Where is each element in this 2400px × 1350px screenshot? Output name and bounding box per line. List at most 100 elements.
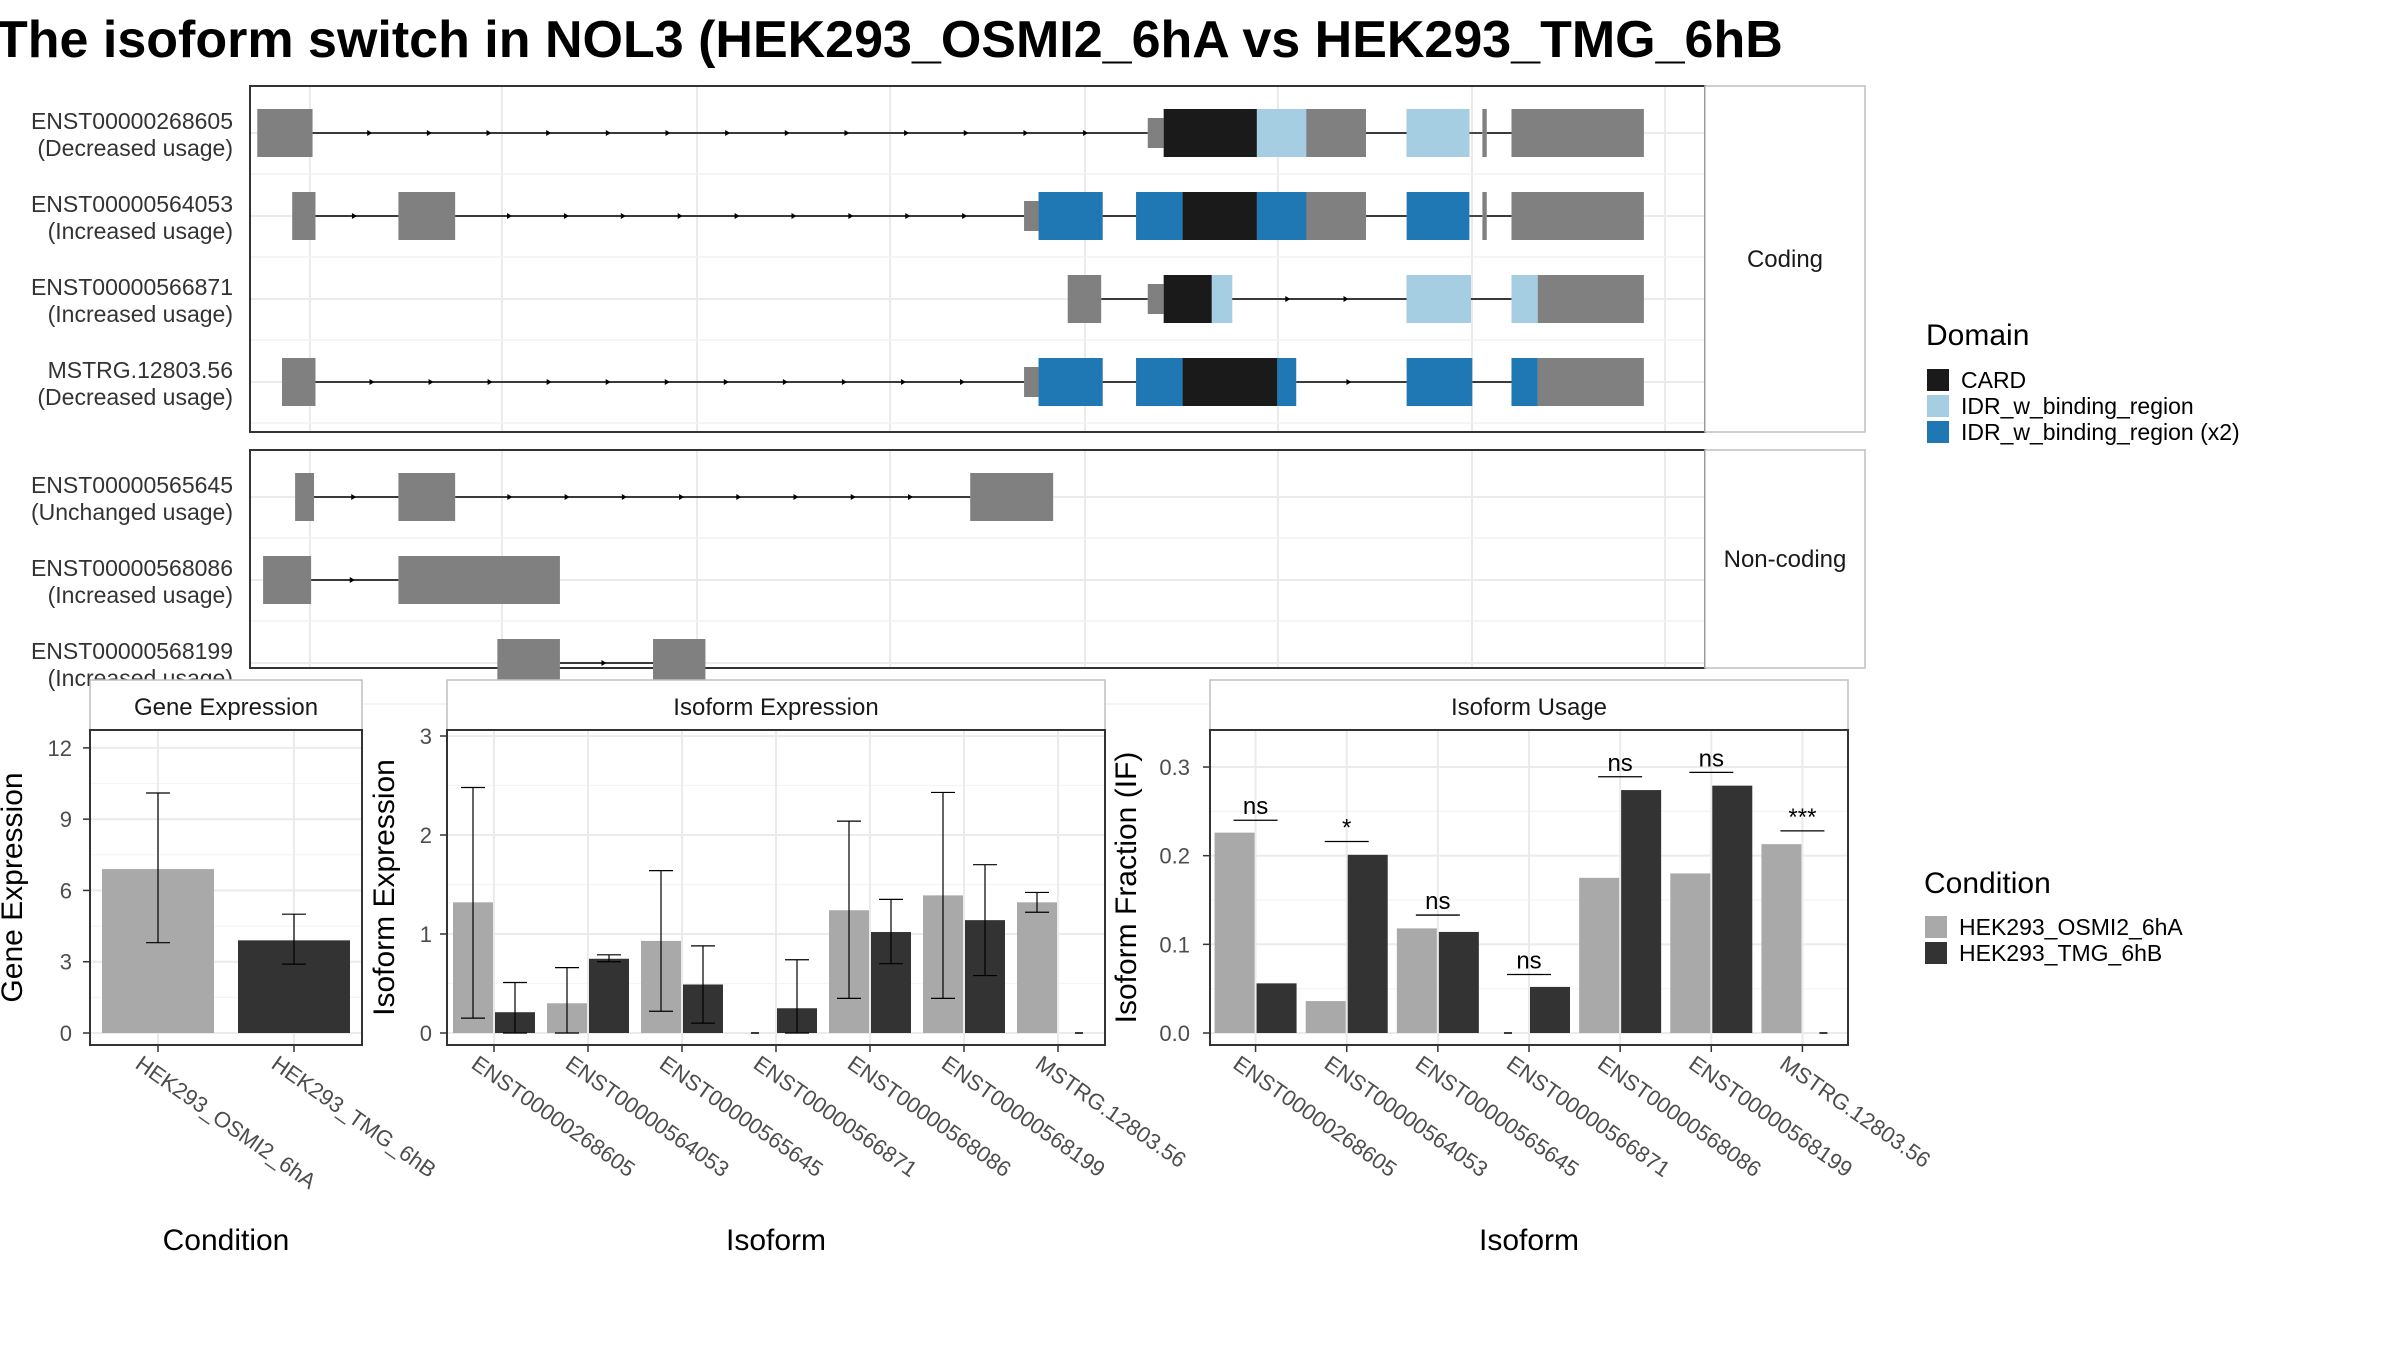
y-axis-title: Isoform Expression: [368, 759, 401, 1016]
exon: [257, 109, 313, 157]
x-tick-label-enst00000566871: ENST00000566871: [749, 1051, 922, 1182]
domain-idr-w-binding-region-x2: [1136, 358, 1183, 406]
y-tick-label: 3: [420, 724, 432, 749]
y-tick-label: 1: [420, 922, 432, 947]
domain-legend-key-card: [1927, 369, 1949, 391]
domain-idr-w-binding-region-x2: [1277, 358, 1297, 406]
domain-idr-w-binding-region: [1511, 275, 1538, 323]
exon: [1147, 118, 1164, 148]
bar-enst00000268605-hek293-tmg-6hb: [1256, 983, 1297, 1033]
condition-legend-key-hek293-tmg-6hb: [1925, 942, 1947, 964]
x-tick-label-enst00000268605: ENST00000268605: [1229, 1051, 1402, 1182]
intron-direction-arrow: [905, 213, 911, 219]
intron-direction-arrow: [725, 130, 731, 136]
condition-legend-key-hek293-osmi2-6ha: [1925, 916, 1947, 938]
y-tick-label: 6: [60, 878, 72, 903]
isoform-id-label: ENST00000564053: [31, 191, 233, 217]
isoform-row-mstrg-12803-56: MSTRG.12803.56(Decreased usage): [37, 357, 1644, 410]
intron-direction-arrow: [507, 494, 513, 500]
bar-enst00000568199-hek293-tmg-6hb: [1712, 785, 1753, 1033]
domain-legend-key-idr-w-binding-region-x2: [1927, 421, 1949, 443]
intron-direction-arrow: [793, 494, 799, 500]
isoform-status-label: (Decreased usage): [37, 384, 233, 410]
intron-direction-arrow: [734, 213, 740, 219]
domain-legend: Domain CARDIDR_w_binding_regionIDR_w_bind…: [1926, 319, 2240, 445]
intron-direction-arrow: [1343, 296, 1349, 302]
x-tick-label-enst00000565645: ENST00000565645: [655, 1051, 828, 1182]
bar-enst00000564053-hek293-tmg-6hb: [1347, 854, 1388, 1033]
intron-direction-arrow: [963, 130, 969, 136]
intron-direction-arrow: [664, 379, 670, 385]
intron-direction-arrow: [960, 379, 966, 385]
facet-label-non-coding: Non-coding: [1724, 546, 1847, 573]
isoform-id-label: MSTRG.12803.56: [48, 357, 233, 383]
domain-idr-w-binding-region-x2: [1038, 192, 1103, 240]
chart-isoform-usage: Isoform Usage ns * ns ns ns ns *** 0.0 0.1 0.2 0.3 E…: [1110, 679, 1935, 1257]
bar-enst00000564053-hek293-osmi2-6ha: [1305, 1001, 1346, 1033]
exon: [1482, 192, 1487, 240]
intron-direction-arrow: [791, 213, 797, 219]
significance-label: *: [1342, 815, 1351, 842]
significance-label: ns: [1607, 750, 1632, 777]
significance-label: ns: [1699, 745, 1724, 772]
isoform-id-label: ENST00000268605: [31, 108, 233, 134]
exon: [398, 556, 560, 604]
isoform-row-enst00000566871: ENST00000566871(Increased usage): [31, 274, 1644, 327]
domain-idr-w-binding-region-x2: [1136, 192, 1183, 240]
significance-label: ns: [1425, 888, 1450, 915]
exon: [1482, 109, 1487, 157]
intron-direction-arrow: [1023, 130, 1029, 136]
isoform-id-label: ENST00000568086: [31, 555, 233, 581]
exon: [1147, 284, 1164, 314]
y-tick-label: 0: [420, 1021, 432, 1046]
domain-idr-w-binding-region: [1406, 109, 1470, 157]
intron-direction-arrow: [907, 494, 913, 500]
isoform-status-label: (Decreased usage): [37, 135, 233, 161]
exon: [398, 192, 456, 240]
exon: [295, 473, 315, 521]
x-axis-title: Isoform: [1479, 1224, 1579, 1257]
chart-isoform-expression: Isoform Expression0123ENST00000268605ENS…: [368, 679, 1191, 1257]
intron-direction-arrow: [486, 130, 492, 136]
domain-legend-label-card: CARD: [1961, 367, 2026, 393]
x-tick-label-enst00000568086: ENST00000568086: [1593, 1051, 1766, 1182]
domain-idr-w-binding-region-x2: [1038, 358, 1103, 406]
intron-direction-arrow: [367, 130, 373, 136]
exon: [1067, 275, 1102, 323]
intron-direction-arrow: [605, 379, 611, 385]
condition-legend-label-hek293-tmg-6hb: HEK293_TMG_6hB: [1959, 940, 2162, 966]
intron-direction-arrow: [1285, 296, 1291, 302]
bar-enst00000568199-hek293-osmi2-6ha: [1670, 873, 1711, 1033]
intron-direction-arrow: [564, 494, 570, 500]
exon: [653, 639, 706, 687]
intron-direction-arrow: [736, 494, 742, 500]
domain-legend-key-idr-w-binding-region: [1927, 395, 1949, 417]
intron-direction-arrow: [784, 130, 790, 136]
isoform-id-label: ENST00000566871: [31, 274, 233, 300]
x-tick-label-enst00000568199: ENST00000568199: [937, 1051, 1110, 1182]
significance-label: ***: [1788, 804, 1816, 831]
exon: [1537, 275, 1644, 323]
domain-legend-title: Domain: [1926, 319, 2029, 352]
intron-direction-arrow: [369, 379, 375, 385]
x-tick-label-enst00000566871: ENST00000566871: [1502, 1051, 1675, 1182]
intron-direction-arrow: [546, 130, 552, 136]
domain-card: [1182, 192, 1257, 240]
intron-direction-arrow: [546, 379, 552, 385]
domain-idr-w-binding-region: [1256, 109, 1307, 157]
exon: [1537, 358, 1644, 406]
exon: [1511, 109, 1644, 157]
y-tick-label: 0.2: [1159, 844, 1190, 869]
x-tick-label-enst00000568086: ENST00000568086: [843, 1051, 1016, 1182]
bar-mstrg-12803-56-hek293-osmi2-6ha: [1017, 902, 1057, 1033]
isoform-row-enst00000568086: ENST00000568086(Increased usage): [31, 555, 560, 608]
y-axis-title: Gene Expression: [0, 772, 29, 1002]
exon: [292, 192, 316, 240]
x-tick-label-enst00000564053: ENST00000564053: [561, 1051, 734, 1182]
domain-idr-w-binding-region-x2: [1406, 192, 1470, 240]
facet-strip: [1704, 85, 1866, 433]
exon: [497, 639, 560, 687]
intron-direction-arrow: [620, 213, 626, 219]
